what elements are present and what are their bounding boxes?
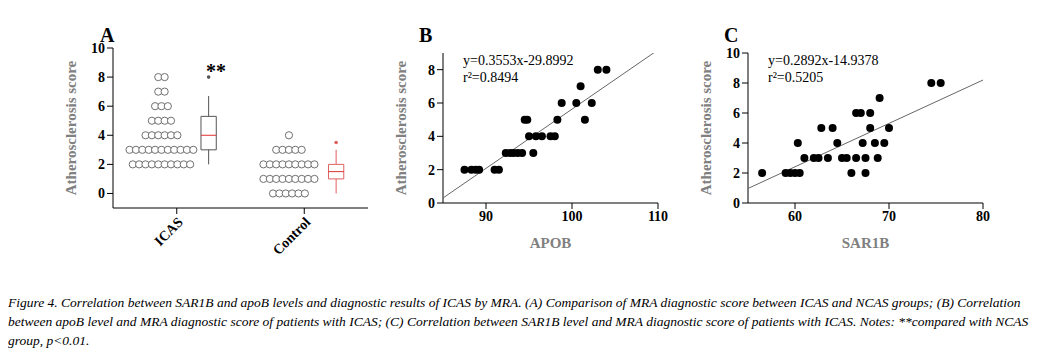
svg-text:80: 80 bbox=[976, 209, 990, 224]
svg-text:SAR1B: SAR1B bbox=[842, 235, 890, 251]
svg-text:8: 8 bbox=[98, 70, 105, 85]
svg-text:Control: Control bbox=[270, 214, 314, 258]
svg-text:0: 0 bbox=[428, 196, 435, 211]
svg-text:6: 6 bbox=[428, 96, 435, 111]
html-text:r²=0.5205: r²=0.5205 bbox=[768, 70, 824, 85]
svg-text:10: 10 bbox=[91, 41, 105, 56]
svg-text:4: 4 bbox=[428, 129, 435, 144]
html-text:Figure 4. Correlation between: Figure 4. Correlation between SAR1B and … bbox=[8, 295, 1029, 348]
svg-text:110: 110 bbox=[648, 209, 668, 224]
svg-text:90: 90 bbox=[479, 209, 493, 224]
html-text:y=0.3553x-29.8992: y=0.3553x-29.8992 bbox=[463, 53, 574, 68]
svg-text:70: 70 bbox=[882, 209, 896, 224]
html-text:A: A bbox=[100, 24, 115, 46]
html-text:C: C bbox=[724, 24, 739, 46]
svg-text:6: 6 bbox=[733, 106, 740, 121]
svg-text:6: 6 bbox=[98, 99, 105, 114]
svg-text:2: 2 bbox=[428, 163, 435, 178]
html-text:r²=0.8494: r²=0.8494 bbox=[463, 70, 519, 85]
svg-text:0: 0 bbox=[733, 196, 740, 211]
svg-text:0: 0 bbox=[98, 186, 105, 201]
svg-text:4: 4 bbox=[733, 136, 740, 151]
svg-text:2: 2 bbox=[98, 157, 105, 172]
svg-text:4: 4 bbox=[98, 128, 105, 143]
svg-text:60: 60 bbox=[788, 209, 802, 224]
svg-text:2: 2 bbox=[733, 166, 740, 181]
svg-text:Atherosclerosis score: Atherosclerosis score bbox=[63, 60, 79, 195]
svg-text:Atherosclerosis score: Atherosclerosis score bbox=[393, 60, 409, 195]
html-text:B: B bbox=[419, 24, 433, 46]
svg-text:Atherosclerosis score: Atherosclerosis score bbox=[698, 60, 714, 195]
svg-text:10: 10 bbox=[726, 46, 740, 61]
svg-text:100: 100 bbox=[562, 209, 583, 224]
svg-text:8: 8 bbox=[428, 63, 435, 78]
html-text:y=0.2892x-14.9378: y=0.2892x-14.9378 bbox=[768, 53, 879, 68]
svg-text:APOB: APOB bbox=[530, 235, 572, 251]
svg-text:ICAS: ICAS bbox=[152, 214, 186, 248]
svg-text:8: 8 bbox=[733, 76, 740, 91]
